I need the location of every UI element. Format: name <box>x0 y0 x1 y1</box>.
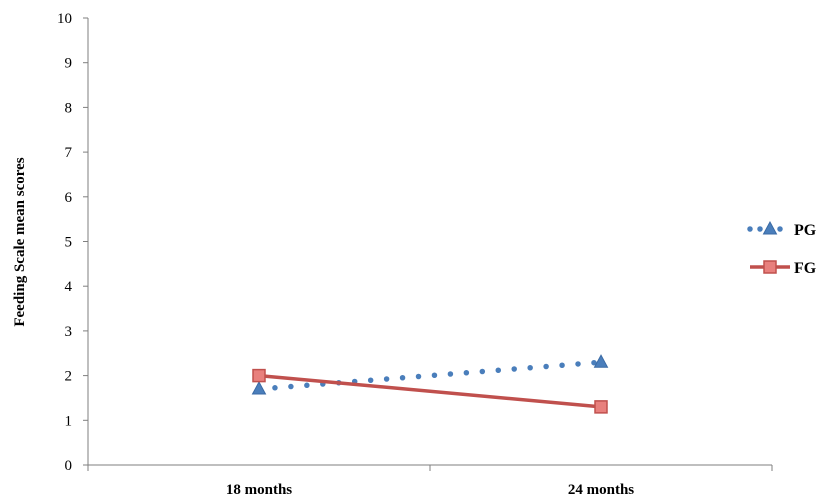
data-point-fg <box>594 400 608 414</box>
y-ticks: 0 1 2 3 4 5 6 7 8 9 10 <box>57 11 88 474</box>
y-tick-label: 9 <box>65 56 73 72</box>
y-tick-label: 2 <box>65 369 73 385</box>
y-tick-label: 6 <box>65 190 73 206</box>
y-tick-label: 5 <box>65 235 73 251</box>
series-layer <box>251 354 609 414</box>
legend: PG FG <box>747 220 817 277</box>
series-line <box>256 359 604 392</box>
y-axis-label: Feeding Scale mean scores <box>12 157 28 326</box>
x-category-label: 18 months <box>226 482 292 498</box>
y-tick-label: 1 <box>65 413 73 429</box>
y-tick-label: 3 <box>65 324 73 340</box>
legend-label: PG <box>794 222 817 239</box>
legend-label: FG <box>794 260 817 277</box>
y-tick-label: 8 <box>65 100 73 116</box>
y-tick-label: 4 <box>65 279 73 295</box>
x-category-label: 24 months <box>568 482 634 498</box>
series-line <box>258 373 602 409</box>
data-point-pg <box>251 380 267 395</box>
x-ticks: 18 months 24 months <box>87 465 773 498</box>
legend-item-pg: PG <box>747 220 817 239</box>
y-tick-label: 10 <box>57 11 72 27</box>
legend-item-fg: FG <box>750 260 817 277</box>
legend-marker <box>762 220 778 235</box>
data-point-fg <box>252 368 266 383</box>
legend-marker <box>763 260 777 274</box>
y-tick-label: 7 <box>65 145 73 161</box>
series-pg <box>251 354 609 395</box>
series-fg <box>252 368 608 414</box>
data-point-pg <box>593 354 609 368</box>
y-tick-label: 0 <box>65 458 73 474</box>
